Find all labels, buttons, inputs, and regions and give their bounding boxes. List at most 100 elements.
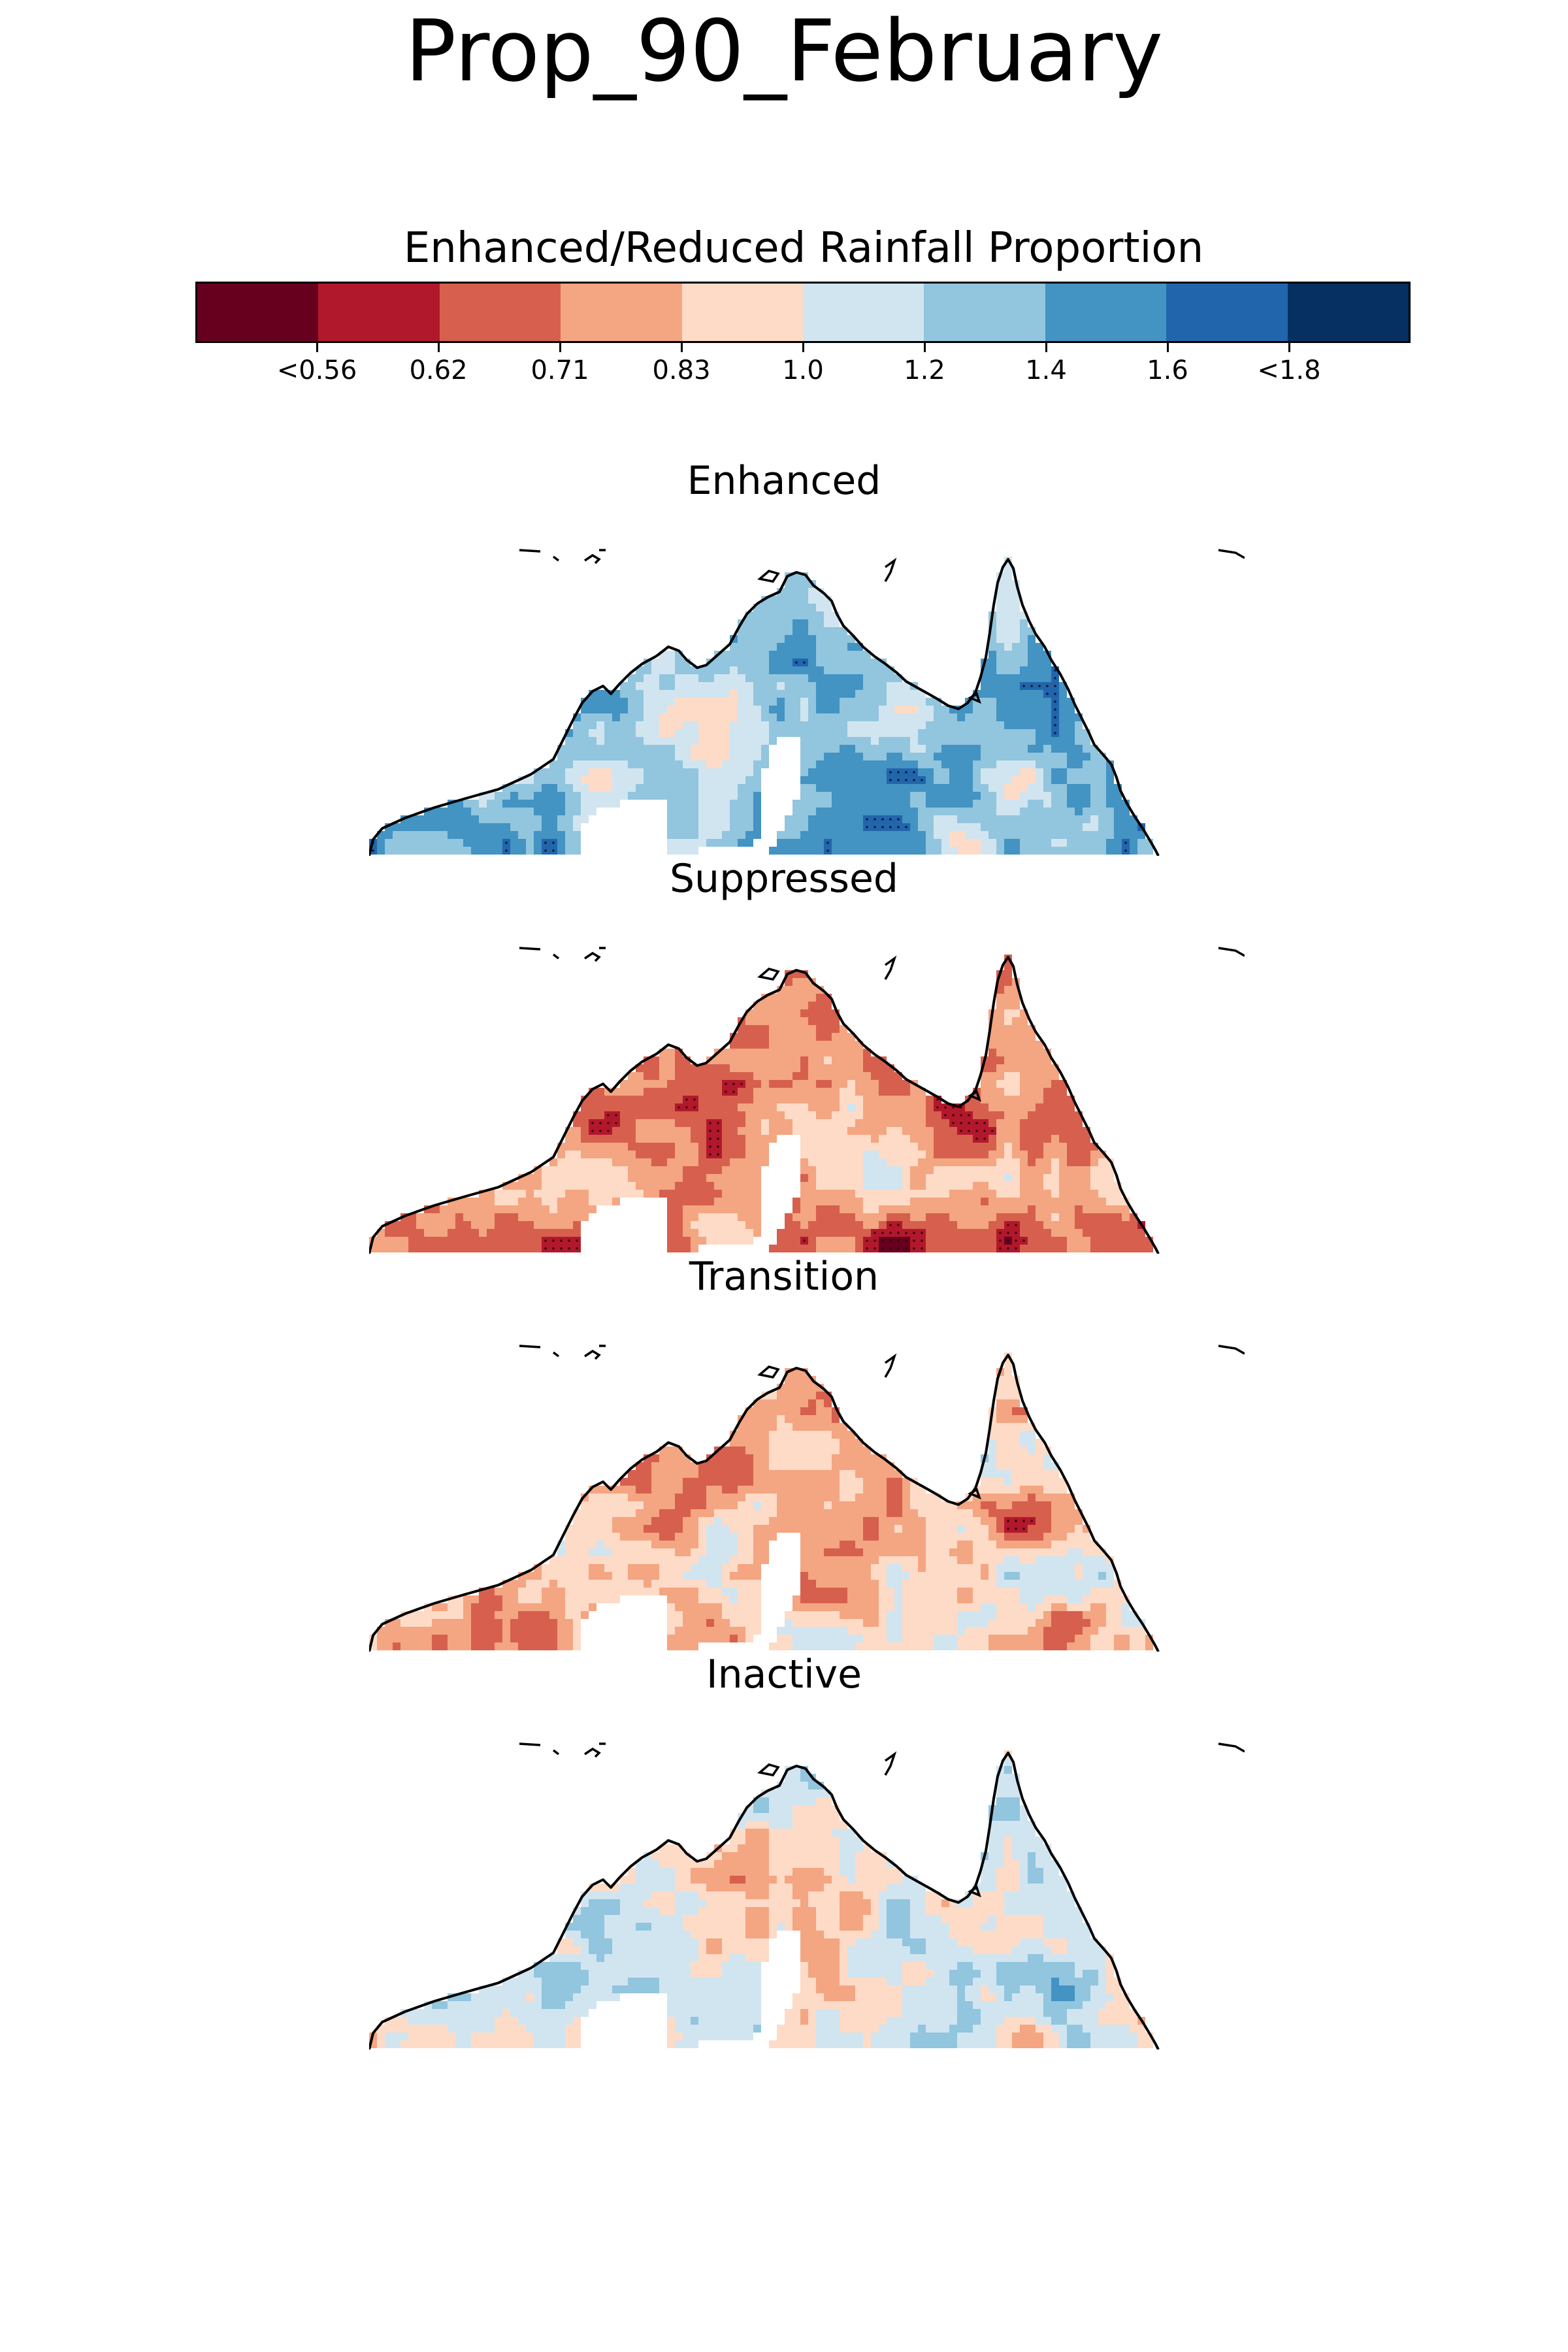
grid-cell	[847, 1439, 855, 1446]
grid-cell	[1106, 1174, 1114, 1182]
grid-cell	[902, 1119, 910, 1127]
grid-cell	[910, 1525, 918, 1533]
grid-cell	[753, 690, 761, 698]
grid-cell	[1043, 839, 1051, 847]
grid-cell	[1043, 1096, 1051, 1103]
grid-cell	[785, 1103, 792, 1111]
grid-cell	[792, 713, 800, 721]
significance-dot	[881, 818, 884, 821]
grid-cell	[557, 1182, 565, 1190]
grid-cell	[714, 784, 722, 792]
significance-dot	[960, 1130, 962, 1132]
grid-cell	[596, 1501, 604, 1509]
grid-cell	[761, 643, 769, 651]
grid-cell	[785, 690, 792, 698]
grid-cell	[949, 1135, 957, 1143]
grid-cell	[824, 1423, 832, 1431]
grid-cell	[745, 1166, 753, 1174]
grid-cell	[753, 666, 761, 674]
grid-cell	[589, 1541, 596, 1548]
grid-cell	[792, 1080, 800, 1088]
grid-cell	[604, 1494, 612, 1501]
grid-cell	[832, 839, 840, 847]
grid-cell	[581, 1151, 589, 1158]
grid-cell	[1098, 792, 1106, 800]
grid-cell	[1004, 760, 1012, 768]
grid-cell	[1051, 1166, 1059, 1174]
grid-cell	[1067, 1564, 1075, 1572]
grid-cell	[808, 690, 816, 698]
grid-cell	[816, 1190, 824, 1198]
grid-cell	[596, 1135, 604, 1143]
grid-cell	[510, 784, 518, 792]
grid-cell	[1043, 1517, 1051, 1525]
grid-cell	[816, 1072, 824, 1080]
grid-cell	[957, 753, 965, 760]
grid-cell	[902, 1205, 910, 1213]
grid-cell	[1004, 986, 1012, 994]
grid-cell	[620, 1135, 628, 1143]
grid-cell	[761, 619, 769, 627]
grid-cell	[847, 1486, 855, 1494]
grid-cell	[1004, 1198, 1012, 1205]
grid-cell	[1067, 1229, 1075, 1237]
grid-cell	[832, 627, 840, 635]
rainfall-grid	[369, 557, 1153, 855]
grid-cell	[863, 760, 871, 768]
grid-cell	[1075, 823, 1083, 831]
grid-cell	[471, 1237, 479, 1245]
grid-cell	[1067, 737, 1075, 745]
grid-cell	[1090, 1237, 1098, 1245]
grid-cell	[651, 1151, 659, 1158]
grid-cell	[1051, 776, 1059, 784]
significance-dot	[709, 1145, 711, 1148]
grid-cell	[1028, 1198, 1036, 1205]
grid-cell	[840, 1135, 847, 1143]
grid-cell	[745, 1096, 753, 1103]
grid-cell	[644, 1478, 651, 1486]
grid-cell	[816, 745, 824, 753]
grid-cell	[1004, 635, 1012, 643]
significance-dot	[693, 1106, 696, 1109]
grid-cell	[808, 1237, 816, 1245]
grid-cell	[1036, 1135, 1043, 1143]
grid-cell	[753, 706, 761, 713]
grid-cell	[832, 721, 840, 729]
grid-cell	[557, 1221, 565, 1229]
grid-cell	[479, 1245, 487, 1252]
grid-cell	[534, 839, 542, 847]
grid-cell	[957, 1158, 965, 1166]
grid-cell	[792, 1462, 800, 1470]
grid-cell	[910, 1143, 918, 1151]
grid-cell	[816, 1041, 824, 1049]
grid-cell	[730, 1237, 738, 1245]
grid-cell	[926, 1135, 934, 1143]
grid-cell	[792, 1431, 800, 1439]
grid-cell	[659, 1517, 667, 1525]
grid-cell	[777, 729, 785, 737]
grid-cell	[675, 1096, 683, 1103]
grid-cell	[855, 1166, 863, 1174]
grid-cell	[769, 1423, 777, 1431]
grid-cell	[965, 784, 973, 792]
grid-cell	[816, 1174, 824, 1182]
grid-cell	[644, 690, 651, 698]
grid-cell	[1004, 580, 1012, 588]
grid-cell	[926, 1143, 934, 1151]
grid-cell	[1012, 635, 1020, 643]
grid-cell	[526, 1572, 534, 1580]
grid-cell	[698, 1072, 706, 1080]
grid-cell	[691, 1486, 698, 1494]
grid-cell	[1043, 760, 1051, 768]
grid-cell	[1036, 760, 1043, 768]
grid-cell	[636, 682, 644, 690]
grid-cell	[698, 737, 706, 745]
grid-cell	[730, 706, 738, 713]
grid-cell	[941, 800, 949, 808]
grid-cell	[667, 760, 675, 768]
grid-cell	[463, 1205, 471, 1213]
grid-cell	[808, 1415, 816, 1423]
grid-cell	[698, 674, 706, 682]
grid-cell	[800, 1096, 808, 1103]
grid-cell	[738, 1462, 745, 1470]
